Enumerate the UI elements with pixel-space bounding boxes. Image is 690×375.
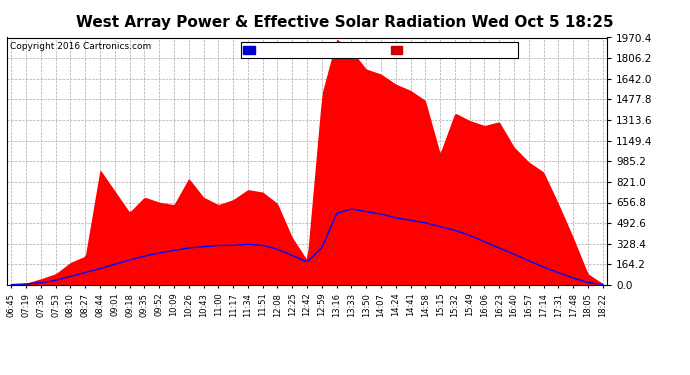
Legend: Radiation (Effective w/m2), West Array (DC Watts): Radiation (Effective w/m2), West Array (…: [241, 42, 518, 58]
Text: Copyright 2016 Cartronics.com: Copyright 2016 Cartronics.com: [10, 42, 151, 51]
Text: West Array Power & Effective Solar Radiation Wed Oct 5 18:25: West Array Power & Effective Solar Radia…: [76, 15, 614, 30]
